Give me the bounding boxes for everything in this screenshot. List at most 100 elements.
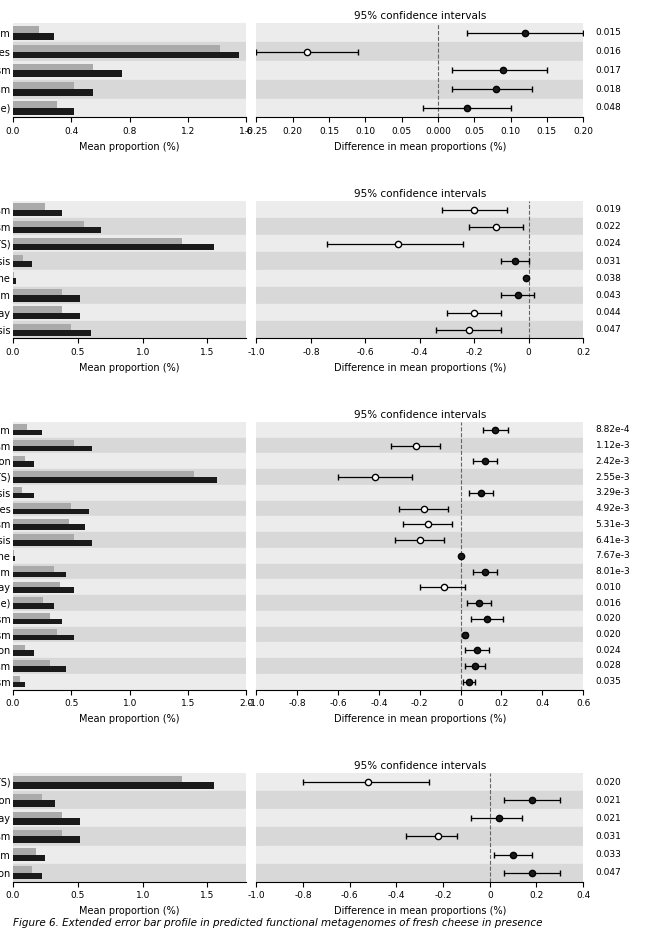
- Bar: [13, 253, 246, 270]
- Bar: [13, 487, 22, 493]
- Bar: [13, 306, 63, 313]
- Bar: [13, 272, 14, 278]
- Bar: [256, 548, 583, 564]
- Text: 0.035: 0.035: [596, 677, 621, 687]
- Bar: [13, 634, 74, 640]
- Bar: [256, 864, 583, 882]
- Text: 5.31e-3: 5.31e-3: [596, 520, 630, 529]
- Bar: [13, 674, 246, 689]
- Bar: [13, 51, 239, 58]
- Bar: [13, 855, 46, 861]
- Text: 0.020: 0.020: [596, 614, 621, 623]
- Bar: [13, 516, 246, 532]
- Bar: [13, 255, 23, 261]
- Bar: [13, 321, 246, 339]
- X-axis label: Difference in mean proportions (%): Difference in mean proportions (%): [334, 142, 506, 152]
- Bar: [256, 201, 583, 218]
- Bar: [256, 23, 583, 42]
- Bar: [13, 548, 246, 564]
- Text: 1.12e-3: 1.12e-3: [596, 441, 630, 450]
- Bar: [13, 818, 80, 825]
- Bar: [13, 485, 246, 501]
- Bar: [13, 676, 20, 682]
- X-axis label: Mean proportion (%): Mean proportion (%): [80, 142, 180, 152]
- Bar: [13, 471, 194, 477]
- Title: 95% confidence intervals: 95% confidence intervals: [353, 11, 486, 21]
- Text: 0.044: 0.044: [596, 308, 621, 317]
- Bar: [256, 791, 583, 809]
- Text: 0.033: 0.033: [596, 850, 621, 859]
- Bar: [13, 26, 39, 33]
- Bar: [256, 809, 583, 828]
- Bar: [13, 845, 246, 864]
- Bar: [13, 524, 85, 530]
- Bar: [256, 438, 583, 453]
- Text: Figure 6. Extended error bar profile in predicted functional metagenomes of fres: Figure 6. Extended error bar profile in …: [13, 918, 542, 928]
- Text: 2.42e-3: 2.42e-3: [596, 457, 630, 466]
- Text: 0.031: 0.031: [596, 832, 621, 841]
- Bar: [13, 430, 42, 436]
- Bar: [256, 321, 583, 339]
- Bar: [13, 296, 80, 301]
- Bar: [256, 485, 583, 501]
- Bar: [13, 791, 246, 809]
- Text: 8.01e-3: 8.01e-3: [596, 567, 630, 576]
- Bar: [13, 579, 246, 595]
- Bar: [256, 579, 583, 595]
- Bar: [256, 611, 583, 627]
- Bar: [13, 581, 60, 587]
- Text: 0.047: 0.047: [596, 868, 621, 877]
- Bar: [256, 501, 583, 516]
- Bar: [256, 674, 583, 689]
- Text: 0.020: 0.020: [596, 778, 621, 787]
- Bar: [13, 82, 74, 90]
- Text: 0.048: 0.048: [596, 104, 621, 113]
- X-axis label: Mean proportion (%): Mean proportion (%): [80, 714, 180, 724]
- Bar: [13, 773, 246, 791]
- Bar: [13, 218, 246, 235]
- Bar: [13, 477, 217, 482]
- Bar: [13, 227, 101, 233]
- Bar: [13, 313, 80, 319]
- Bar: [13, 238, 181, 244]
- Bar: [13, 220, 84, 227]
- Bar: [13, 540, 93, 546]
- Title: 95% confidence intervals: 95% confidence intervals: [353, 188, 486, 199]
- Bar: [13, 289, 63, 296]
- Text: 2.55e-3: 2.55e-3: [596, 472, 630, 481]
- Text: 0.038: 0.038: [596, 273, 621, 283]
- Bar: [13, 572, 66, 578]
- Bar: [13, 830, 63, 837]
- Text: 8.82e-4: 8.82e-4: [596, 425, 630, 435]
- Text: 0.016: 0.016: [596, 598, 621, 607]
- Bar: [13, 501, 246, 516]
- Bar: [13, 532, 246, 548]
- Text: 0.018: 0.018: [596, 85, 621, 93]
- Bar: [13, 438, 246, 453]
- Text: 0.020: 0.020: [596, 630, 621, 639]
- Bar: [13, 519, 69, 524]
- X-axis label: Mean proportion (%): Mean proportion (%): [80, 906, 180, 916]
- Bar: [13, 650, 34, 656]
- Text: 0.021: 0.021: [596, 814, 621, 823]
- Text: 0.022: 0.022: [596, 222, 621, 231]
- Bar: [13, 329, 91, 336]
- Text: 0.016: 0.016: [596, 47, 621, 56]
- Bar: [13, 446, 93, 452]
- Bar: [13, 493, 34, 498]
- Bar: [13, 565, 54, 572]
- Text: 0.010: 0.010: [596, 583, 621, 592]
- Bar: [256, 422, 583, 438]
- Bar: [13, 864, 246, 882]
- Text: 0.047: 0.047: [596, 326, 621, 334]
- Bar: [256, 286, 583, 304]
- Bar: [13, 503, 71, 508]
- Bar: [13, 658, 246, 674]
- Text: 0.024: 0.024: [596, 646, 621, 655]
- Text: 0.015: 0.015: [596, 28, 621, 37]
- Bar: [13, 101, 57, 108]
- Bar: [13, 775, 181, 782]
- Bar: [13, 619, 62, 624]
- Bar: [13, 422, 246, 438]
- Bar: [13, 508, 89, 514]
